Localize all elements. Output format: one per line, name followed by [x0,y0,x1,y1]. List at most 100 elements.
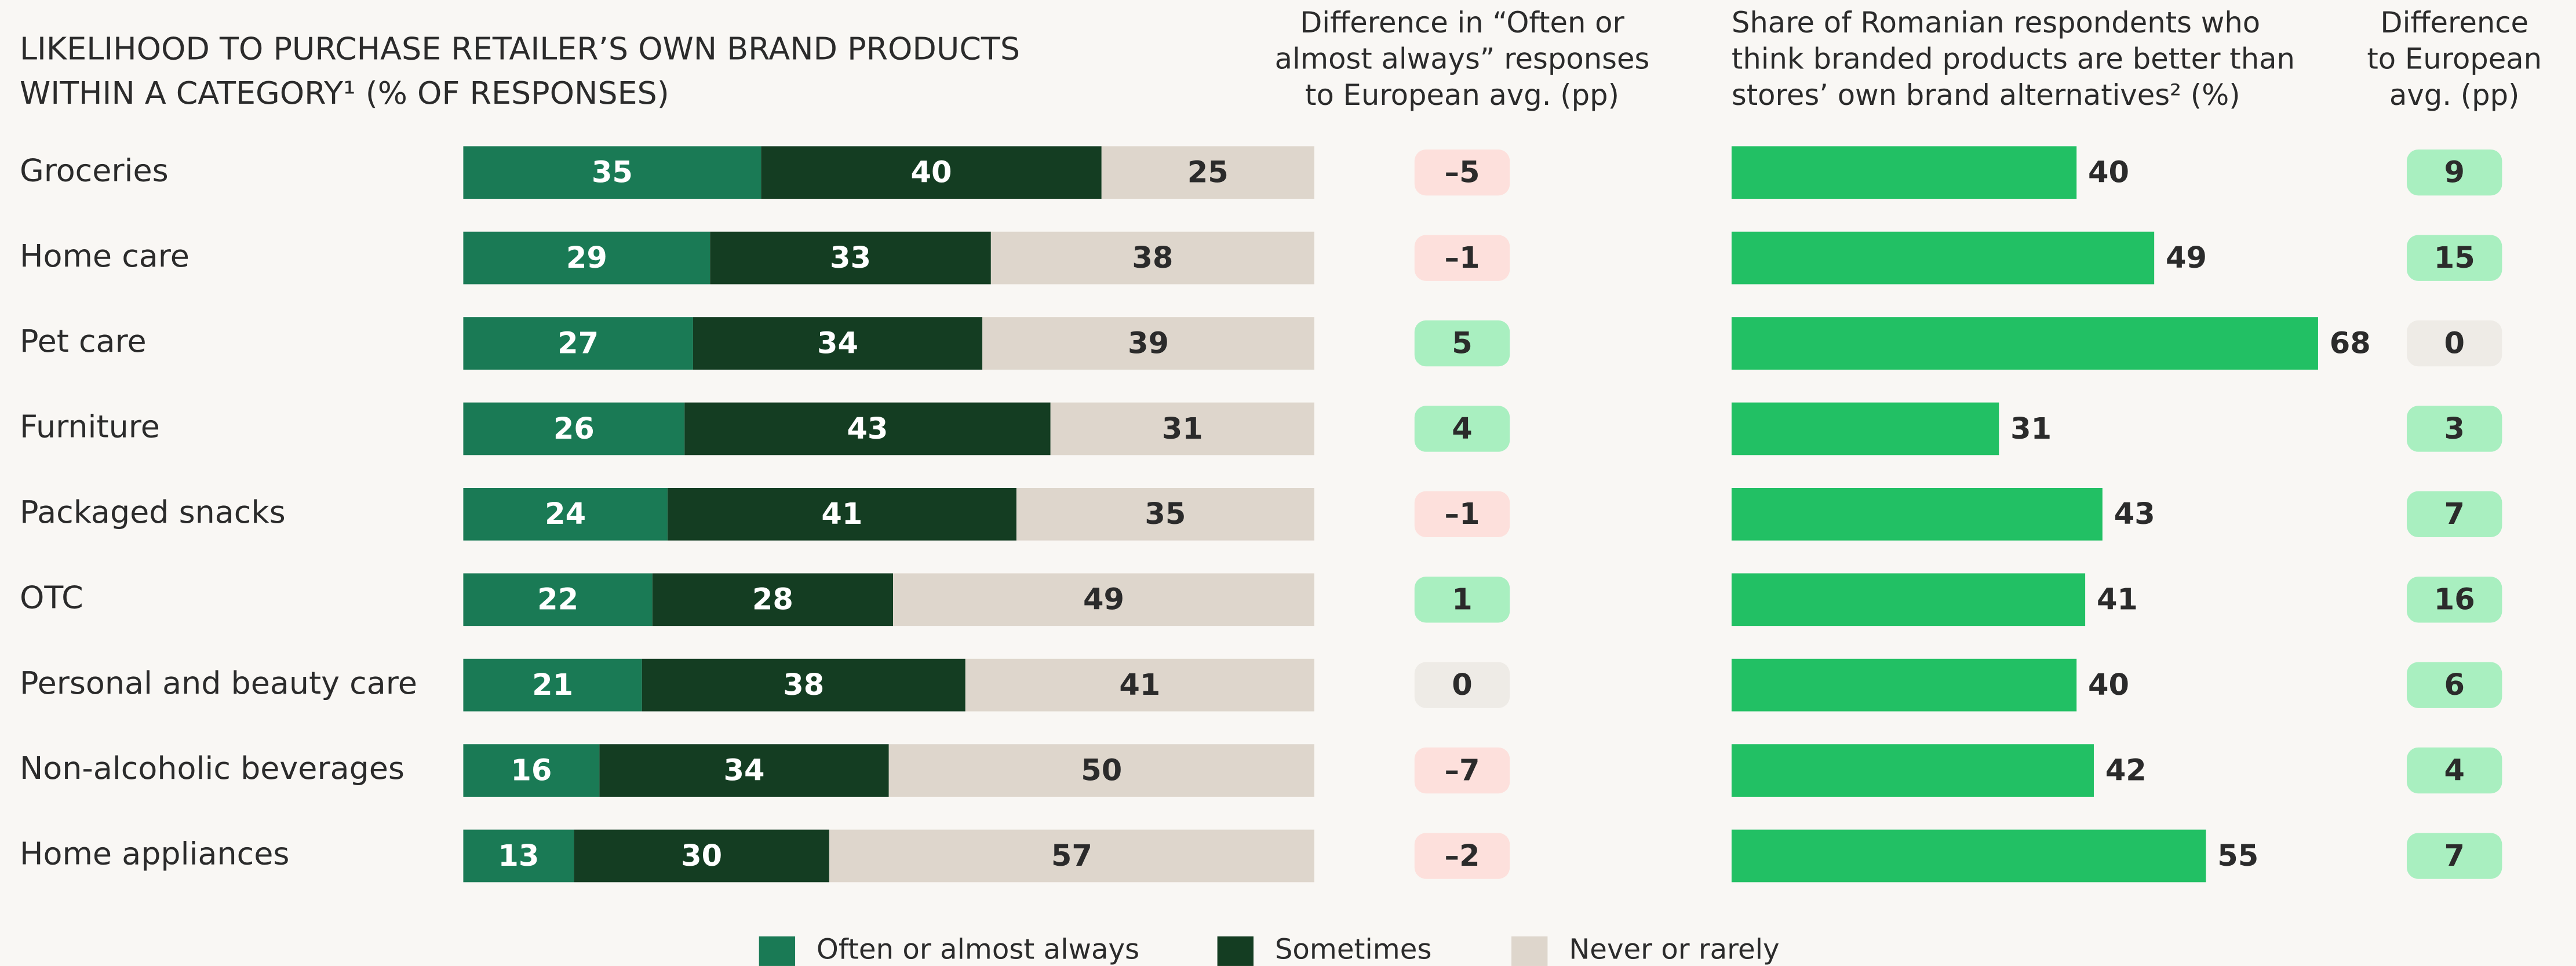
badge-label: 0 [2444,326,2465,360]
badge [2407,320,2502,367]
value-label: 27 [558,326,599,360]
bar-segment [463,658,642,712]
bar-segment [684,402,1051,455]
value-label: 24 [545,497,586,531]
bar [1731,317,2318,370]
bar-segment [463,231,711,285]
value-label: 43 [847,412,888,446]
value-label: 34 [817,326,858,360]
badge-label: 5 [1452,326,1473,360]
chart-title: to European avg. (pp) [1305,78,1619,112]
bar-segment [982,317,1314,370]
badge-label: –2 [1444,839,1480,873]
bar-segment [761,146,1102,199]
category-label: Non-alcoholic beverages [20,750,405,786]
badge-label: 1 [1452,583,1473,617]
bar-segment [574,829,829,883]
badge [1414,662,1510,708]
bar-segment [710,231,991,285]
bar-segment [990,231,1314,285]
badge-label: 4 [1452,412,1473,446]
value-label: 25 [1187,156,1229,190]
bar [1731,488,2103,541]
bar-segment [463,317,693,370]
badge-label: 6 [2444,668,2465,702]
category-label: Personal and beauty care [20,665,417,701]
chart-title: stores’ own brand alternatives² (%) [1732,78,2240,112]
bar-segment [642,658,965,712]
bar [1731,744,2094,797]
badge-label: –1 [1444,241,1480,275]
value-label: 49 [2166,241,2207,275]
bar-segment [463,146,761,199]
bar-segment [463,488,668,541]
category-label: Packaged snacks [20,494,286,530]
value-label: 57 [1051,839,1092,873]
badge [1414,320,1510,367]
badge [1414,491,1510,538]
bar-segment [463,744,600,797]
value-label: 50 [1081,753,1122,788]
value-label: 40 [2088,668,2129,702]
legend-swatch [759,936,796,966]
badge [2407,235,2502,281]
value-label: 40 [2088,156,2129,190]
badge [1414,150,1510,196]
value-label: 31 [1162,412,1203,446]
value-label: 41 [1119,668,1160,702]
bar-segment [667,488,1016,541]
bar-segment [965,658,1314,712]
value-label: 39 [1128,326,1169,360]
chart-title: Difference [2380,6,2528,39]
badge-label: 9 [2444,156,2465,190]
badge [2407,577,2502,623]
badge [2407,150,2502,196]
bar-segment [463,829,574,883]
bar-segment [829,829,1314,883]
value-label: 30 [681,839,722,873]
badge-label: 0 [1452,668,1473,702]
legend-label: Often or almost always [817,933,1139,965]
value-label: 38 [783,668,824,702]
category-label: OTC [20,579,83,615]
value-label: 38 [1132,241,1173,275]
badge-label: 16 [2434,583,2475,617]
value-label: 43 [2114,497,2155,531]
chart-title: Share of Romanian respondents who [1732,6,2260,39]
bar-segment [1101,146,1314,199]
legend-swatch [1217,936,1254,966]
badge [1414,747,1510,794]
value-label: 28 [752,583,793,617]
category-label: Home appliances [20,836,289,872]
value-label: 22 [537,583,578,617]
badge-label: –1 [1444,497,1480,531]
badge-label: 4 [2444,753,2465,788]
value-label: 33 [830,241,871,275]
value-label: 26 [553,412,595,446]
value-label: 41 [2097,583,2138,617]
badge [1414,833,1510,879]
badge [2407,491,2502,538]
badge-label: 15 [2434,241,2475,275]
value-label: 31 [2010,412,2052,446]
category-label: Furniture [20,409,160,445]
category-label: Home care [20,238,190,274]
legend-swatch [1511,936,1548,966]
value-label: 68 [2330,326,2371,360]
bar [1731,231,2155,285]
badge-label: 7 [2444,839,2465,873]
chart-title: almost always” responses [1275,42,1650,75]
legend-label: Never or rarely [1569,933,1779,965]
bar [1731,146,2077,199]
badge-label: 7 [2444,497,2465,531]
badge [2407,406,2502,452]
chart-title: Difference in “Often or [1300,6,1624,39]
bar [1731,573,2086,626]
badge [2407,833,2502,879]
value-label: 49 [1083,583,1124,617]
chart-title: WITHIN A CATEGORY¹ (% OF RESPONSES) [20,75,669,111]
value-label: 13 [498,839,539,873]
chart-title: avg. (pp) [2389,78,2519,112]
